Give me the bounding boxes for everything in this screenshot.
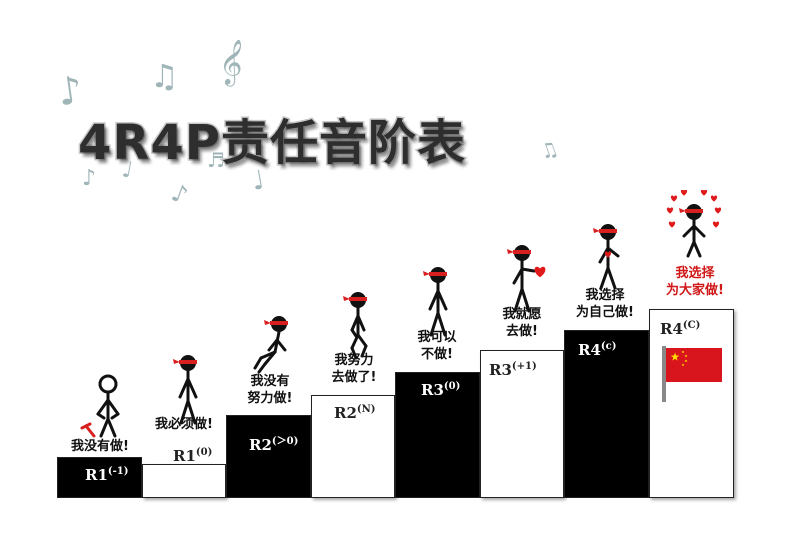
- step-level: R2: [249, 436, 272, 454]
- step-level: R4: [578, 341, 601, 359]
- step-caption: 我必须做!: [134, 416, 234, 433]
- step-superscript: (0): [443, 381, 461, 392]
- step-superscript: (+1): [511, 361, 537, 372]
- standing-with-tool-icon: [68, 374, 148, 464]
- caption-line: 我没有: [250, 374, 290, 389]
- step-6: R3(+1): [480, 350, 564, 498]
- step-1: R1(-1): [57, 457, 142, 498]
- caption-line: 为大家做!: [666, 283, 724, 298]
- sitting-icon: [235, 314, 315, 404]
- step-caption: 我选择为自己做!: [555, 287, 655, 321]
- step-superscript: (＞0): [271, 436, 299, 447]
- step-level-label: R3(0): [421, 381, 460, 399]
- caption-line: 努力做!: [247, 391, 293, 406]
- step-caption: 我可以不做!: [387, 329, 487, 363]
- caption-line: 去做!: [506, 324, 538, 339]
- step-superscript: (-1): [107, 466, 129, 477]
- page-title: 4R4P责任音阶表: [77, 114, 467, 173]
- step-superscript: (N): [356, 404, 376, 415]
- step-level-label: R1(0): [173, 447, 212, 465]
- caption-line: 我选择: [585, 288, 625, 303]
- step-4: R2(N): [311, 395, 395, 498]
- step-caption: 我就愿去做!: [472, 306, 572, 340]
- caption-line: 我没有做!: [71, 439, 129, 454]
- step-level: R1: [85, 466, 108, 484]
- step-level: R3: [421, 381, 444, 399]
- step-level-label: R4(c): [578, 341, 616, 359]
- caption-line: 不做!: [421, 347, 453, 362]
- step-7: R4(c): [564, 330, 649, 498]
- step-level: R3: [489, 361, 512, 379]
- step-level-label: R2(N): [334, 404, 376, 422]
- heart-chest-icon: [568, 222, 648, 312]
- caption-line: 我选择: [675, 266, 715, 281]
- step-caption: 我选择为大家做!: [645, 265, 745, 299]
- step-level: R2: [334, 404, 357, 422]
- china-flag-icon: [662, 346, 726, 406]
- music-note-icon: ♪: [82, 166, 97, 191]
- step-superscript: (0): [195, 447, 213, 458]
- step-3: R2(＞0): [226, 415, 311, 498]
- step-2: R1(0): [142, 447, 226, 498]
- step-level-label: R2(＞0): [249, 432, 298, 454]
- holding-heart-icon: [484, 243, 564, 333]
- caption-line: 我必须做!: [155, 417, 213, 432]
- music-note-icon: ♬: [207, 148, 225, 172]
- step-level-label: R4(C): [660, 320, 700, 338]
- music-note-icon: 𝄞: [216, 37, 248, 87]
- step-level: R1: [173, 447, 196, 465]
- music-note-icon: ♪: [167, 178, 192, 210]
- walking-icon: [318, 290, 398, 380]
- step-caption: 我努力去做了!: [304, 352, 404, 386]
- surrounded-by-hearts-icon: [654, 189, 734, 280]
- step-caption: 我没有努力做!: [220, 373, 320, 407]
- caption-line: 为自己做!: [576, 305, 634, 320]
- standing-icon: [148, 353, 228, 443]
- caption-line: 我就愿: [502, 307, 542, 322]
- caption-line: 去做了!: [331, 370, 377, 385]
- music-note-icon: ♫: [150, 57, 179, 95]
- step-superscript: (c): [600, 341, 617, 352]
- step-superscript: (C): [682, 320, 701, 331]
- step-level-label: R3(+1): [489, 361, 537, 379]
- standing-icon: [398, 265, 478, 355]
- step-8: R4(C): [649, 309, 734, 498]
- caption-line: 我努力: [334, 353, 374, 368]
- step-level-label: R1(-1): [85, 466, 128, 484]
- step-caption: 我没有做!: [50, 438, 150, 455]
- music-note-icon: ♫: [536, 135, 562, 165]
- step-level: R4: [660, 320, 683, 338]
- music-note-icon: ♪: [55, 67, 86, 115]
- step-5: R3(0): [395, 372, 480, 498]
- caption-line: 我可以: [417, 330, 457, 345]
